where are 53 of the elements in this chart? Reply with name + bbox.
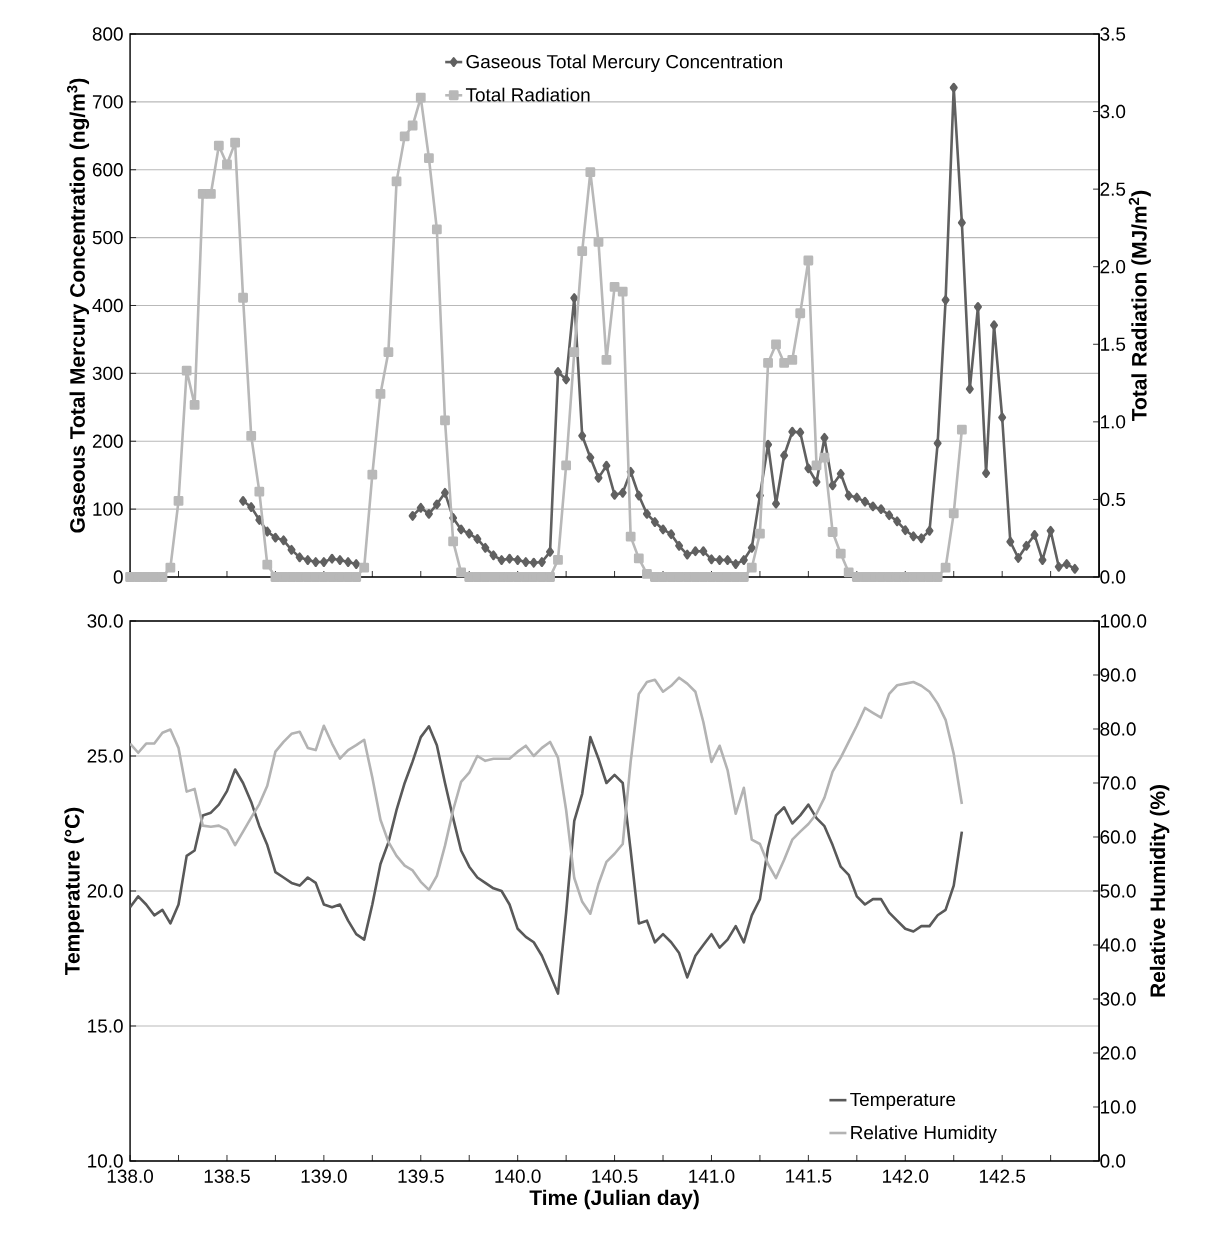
y2-tick-label: 80.0	[1100, 722, 1136, 736]
y-tick-label: 100	[93, 502, 123, 516]
y-tick-label: 10.0	[88, 1154, 123, 1168]
x-tick-label: 138.0	[107, 1169, 153, 1183]
y-axis-title: Gaseous Total Mercury Concentration (ng/m$^{3}$)	[66, 78, 90, 533]
y2-tick-label: 90.0	[1100, 668, 1136, 682]
x-tick-label: 139.0	[301, 1169, 347, 1183]
x-tick-label: 138.5	[204, 1169, 250, 1183]
y2-tick-label: 0.0	[1100, 570, 1126, 584]
y2-axis-title: Total Radiation (MJ/m$^{2}$)	[1128, 190, 1151, 421]
y2-tick-label: 100.0	[1101, 614, 1147, 628]
legend-label: Gaseous Total Mercury Concentration	[466, 54, 782, 73]
y-tick-label: 400	[92, 298, 123, 313]
y2-tick-label: 3.0	[1100, 104, 1126, 119]
legend-label: Total Radiation	[465, 87, 590, 102]
y-tick-label: 25.0	[87, 749, 123, 763]
y2-tick-label: 0.5	[1100, 492, 1126, 507]
y-tick-label: 700	[92, 95, 123, 109]
y2-tick-label: 70.0	[1100, 776, 1136, 790]
x-tick-label: 142.0	[883, 1169, 929, 1183]
y2-tick-label: 0.0	[1100, 1154, 1126, 1168]
x-tick-label: 139.5	[398, 1169, 444, 1183]
legend-label: Relative Humidity	[851, 1125, 997, 1144]
y-tick-label: 600	[92, 163, 123, 177]
y-tick-label: 300	[92, 366, 123, 381]
y2-tick-label: 2.0	[1100, 260, 1126, 274]
x-axis-title: Time (Julian day)	[529, 1189, 699, 1210]
legend-label: Temperature	[850, 1092, 956, 1110]
y2-tick-label: 30.0	[1100, 992, 1136, 1006]
y-tick-label: 30.0	[87, 614, 123, 628]
y2-tick-label: 10.0	[1101, 1100, 1136, 1114]
x-tick-label: 142.5	[979, 1169, 1026, 1183]
x-tick-label: 141.0	[689, 1169, 735, 1183]
y2-tick-label: 40.0	[1100, 938, 1136, 952]
y2-tick-label: 60.0	[1100, 830, 1136, 844]
y-tick-label: 800	[92, 27, 123, 41]
y2-tick-label: 1.0	[1101, 415, 1126, 429]
y2-tick-label: 1.5	[1101, 337, 1126, 351]
y2-tick-label: 20.0	[1100, 1046, 1136, 1060]
y2-axis-title: Relative Humidity (%)	[1149, 785, 1170, 997]
x-tick-label: 140.0	[495, 1169, 541, 1183]
y-tick-label: 0	[113, 570, 123, 584]
y-tick-label: 500	[92, 230, 123, 245]
x-tick-label: 141.5	[786, 1169, 832, 1183]
y-tick-label: 15.0	[88, 1019, 123, 1033]
x-tick-label: 140.5	[592, 1169, 638, 1183]
y-axis-title: Temperature (°C)	[64, 807, 84, 975]
y-tick-label: 200	[92, 434, 123, 448]
y2-tick-label: 2.5	[1100, 182, 1126, 196]
line-series	[130, 725, 964, 995]
y2-tick-label: 3.5	[1100, 27, 1126, 41]
y-tick-label: 20.0	[87, 884, 123, 898]
y2-tick-label: 50.0	[1100, 884, 1136, 898]
